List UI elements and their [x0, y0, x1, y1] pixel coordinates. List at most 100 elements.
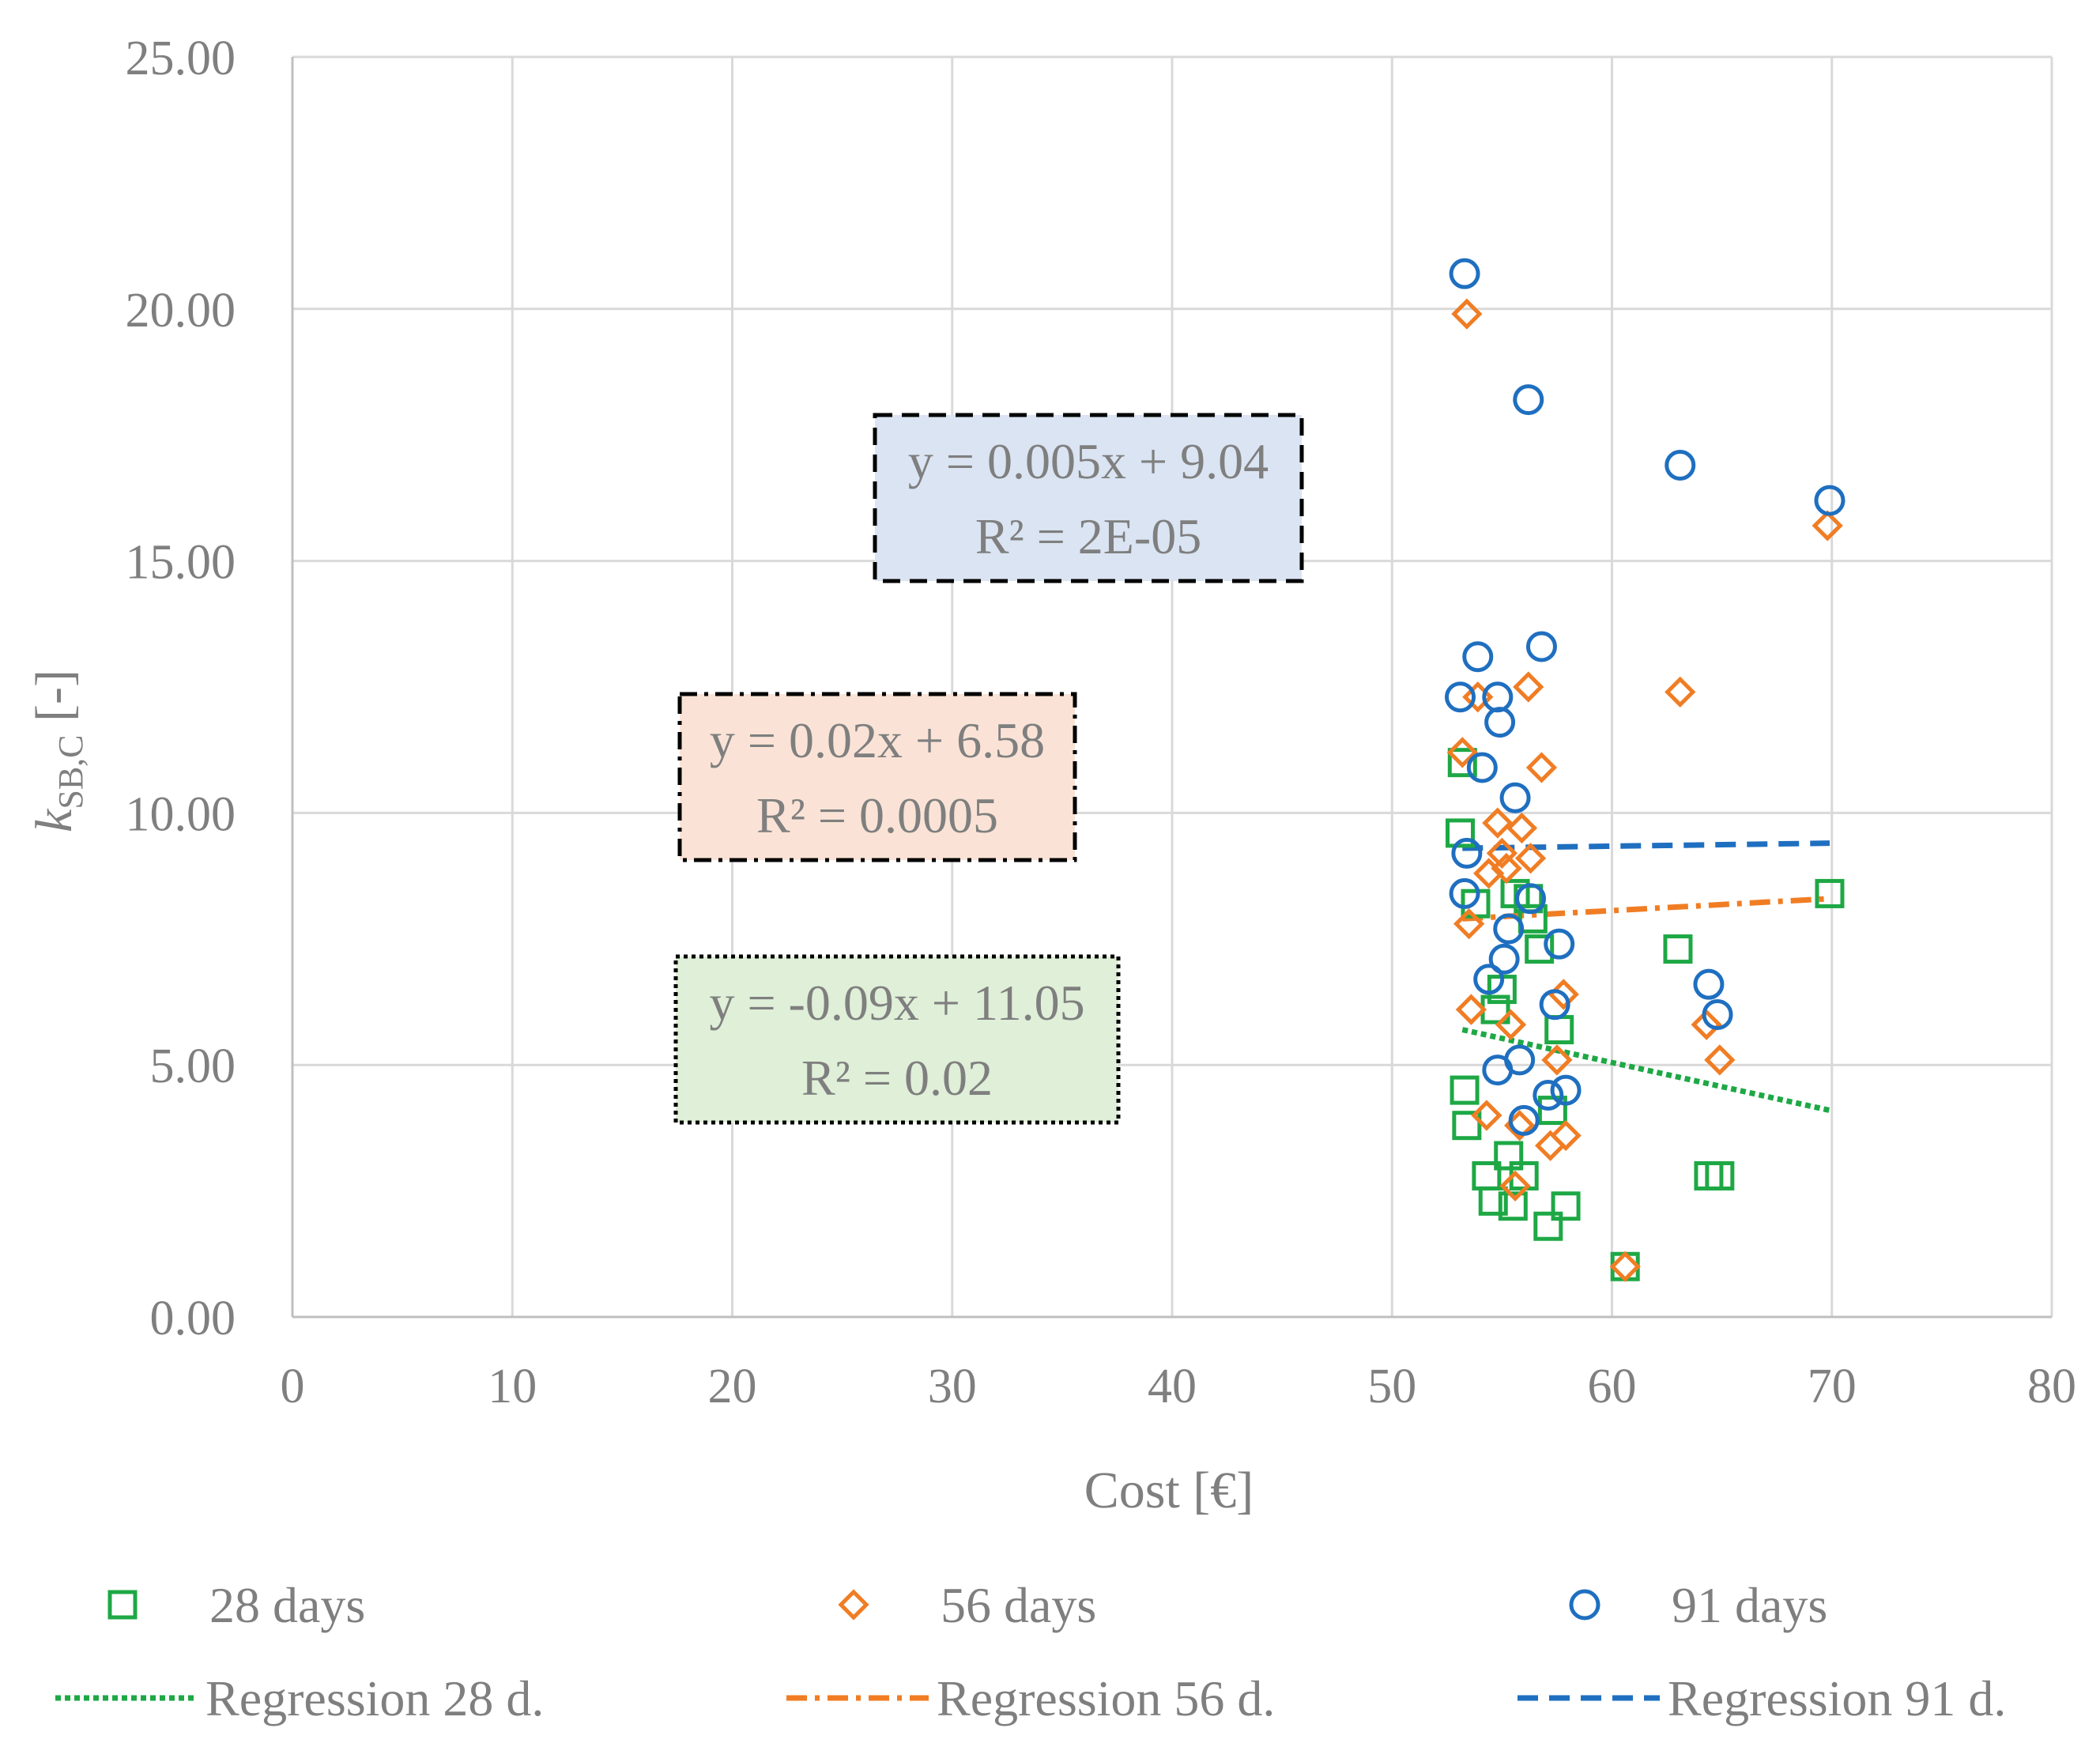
data-point-diamond	[1812, 510, 1843, 541]
data-point-square	[1447, 748, 1477, 778]
data-point-diamond	[1513, 671, 1544, 703]
equation-text: y = 0.02x + 6.58	[710, 712, 1045, 768]
data-point-circle	[1508, 1104, 1540, 1136]
data-point-circle	[1665, 449, 1696, 481]
data-point-diamond	[1473, 858, 1505, 889]
data-point-square	[1544, 1015, 1574, 1045]
data-point-circle	[1484, 707, 1516, 738]
legend-label: 56 days	[941, 1577, 1096, 1633]
x-tick-label: 50	[1367, 1360, 1416, 1413]
data-point-circle	[1449, 877, 1480, 909]
y-axis-title-main: k	[25, 808, 83, 832]
data-point-diamond	[1453, 908, 1485, 940]
data-point-diamond	[1691, 1009, 1722, 1040]
data-points	[1445, 258, 1846, 1282]
equation-box-1: y = 0.02x + 6.58 R² = 0.0005	[677, 692, 1077, 862]
data-point-square	[1533, 1211, 1563, 1241]
equation-text: y = 0.005x + 9.04	[908, 433, 1269, 489]
data-point-circle	[1488, 943, 1520, 975]
x-tick-label: 0	[281, 1360, 305, 1413]
data-point-square	[1525, 934, 1555, 964]
data-point-circle	[1814, 485, 1846, 516]
y-tick-label: 15.00	[126, 536, 236, 590]
data-point-circle	[1493, 913, 1525, 945]
legend-label: 91 days	[1672, 1577, 1827, 1633]
equation-box-2: y = 0.005x + 9.04 R² = 2E-05	[873, 413, 1304, 583]
data-point-square	[1815, 878, 1845, 908]
data-point-diamond	[1514, 843, 1547, 874]
data-point-square	[1610, 1251, 1640, 1281]
x-tick-label: 80	[2027, 1360, 2076, 1413]
data-point-circle	[1462, 641, 1494, 673]
grid	[292, 55, 2053, 1317]
regression-lines	[1461, 840, 1830, 1114]
data-point-circle	[1533, 1079, 1564, 1111]
equation-boxes: y = -0.09x + 11.05 R² = 0.02 y = 0.02x + 6…	[673, 413, 1304, 1125]
data-point-circle	[1504, 1044, 1536, 1076]
data-point-diamond	[1471, 1100, 1502, 1131]
x-axis-title: Cost [€]	[1084, 1462, 1254, 1519]
data-point-diamond	[1550, 1119, 1582, 1152]
data-point-circle	[1513, 384, 1544, 416]
r-squared-text: R² = 0.02	[801, 1050, 993, 1106]
data-point-circle	[1499, 782, 1531, 813]
x-tick-label: 10	[488, 1360, 537, 1413]
data-point-circle	[1544, 928, 1575, 960]
data-point-diamond	[1525, 752, 1558, 783]
y-tick-label: 0.00	[150, 1292, 236, 1345]
legend-label: Regression 28 d.	[205, 1670, 544, 1726]
r-squared-text: R² = 0.0005	[756, 787, 998, 843]
data-point-square	[1450, 1075, 1480, 1105]
x-tick-label: 20	[708, 1360, 757, 1413]
data-point-diamond	[1491, 852, 1522, 885]
x-tick-label: 70	[1808, 1360, 1857, 1413]
y-tick-label: 25.00	[126, 32, 236, 85]
data-point-diamond	[1534, 1130, 1567, 1161]
data-point-square	[1551, 1191, 1581, 1221]
regression-line-1	[1462, 896, 1830, 922]
data-point-circle	[1550, 1074, 1582, 1106]
data-point-square	[1452, 1111, 1482, 1141]
equation-text: y = -0.09x + 11.05	[709, 975, 1084, 1031]
x-tick-label: 30	[928, 1360, 977, 1413]
equation-box-frame	[873, 413, 1304, 583]
r-squared-text: R² = 2E-05	[975, 508, 1201, 564]
axes	[291, 57, 2052, 1319]
x-tick-label: 60	[1588, 1360, 1637, 1413]
data-point-diamond	[1446, 737, 1478, 768]
data-point-circle	[1515, 883, 1547, 915]
legend-marker-diamond	[838, 1589, 869, 1621]
data-point-circle	[1466, 752, 1498, 783]
data-point-circle	[1539, 989, 1570, 1021]
x-tick-label: 40	[1148, 1360, 1197, 1413]
y-axis-title-sub: SB,C	[51, 734, 90, 809]
data-point-circle	[1693, 968, 1725, 1000]
data-point-diamond	[1541, 1044, 1573, 1076]
y-tick-label: 10.00	[126, 787, 236, 841]
regression-line-2	[1462, 840, 1830, 851]
data-point-circle	[1525, 631, 1557, 662]
y-tick-label: 5.00	[150, 1040, 236, 1093]
data-point-diamond	[1704, 1044, 1736, 1076]
tick-labels: 0 10 20 30 40 50 60 70 80 0.00 5.00 10.00 15.00 20.00…	[126, 32, 2077, 1413]
data-point-square	[1446, 818, 1476, 848]
equation-box-frame	[673, 954, 1121, 1125]
data-point-square	[1478, 1186, 1508, 1216]
data-point-diamond	[1486, 837, 1518, 870]
y-axis-title-unit: [-]	[25, 670, 83, 734]
data-point-diamond	[1455, 994, 1487, 1025]
legend-label: 28 days	[209, 1577, 365, 1633]
data-point-circle	[1702, 998, 1733, 1030]
data-point-diamond	[1609, 1251, 1641, 1282]
legend-label: Regression 56 d.	[937, 1670, 1275, 1726]
regression-line-0	[1461, 1027, 1830, 1114]
data-point-circle	[1473, 964, 1505, 995]
y-axis-title: kSB,C [-]	[25, 670, 90, 832]
data-point-diamond	[1495, 1009, 1527, 1040]
data-point-diamond	[1665, 676, 1696, 708]
data-point-square	[1663, 934, 1693, 964]
legend-label: Regression 91 d.	[1668, 1670, 2006, 1726]
legend-marker-square	[107, 1590, 138, 1620]
equation-box-0: y = -0.09x + 11.05 R² = 0.02	[673, 954, 1121, 1125]
